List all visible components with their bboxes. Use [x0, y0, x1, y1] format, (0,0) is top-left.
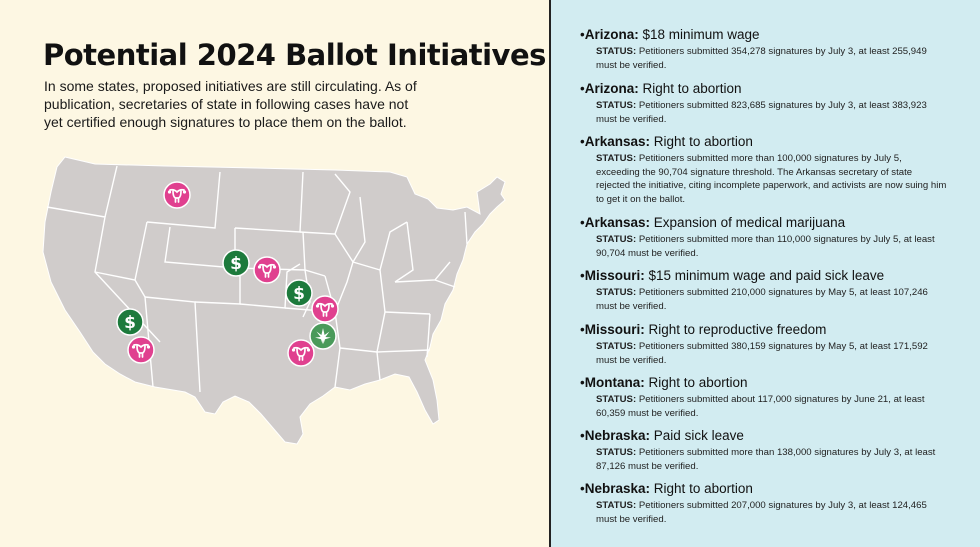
initiative-status: STATUS: Petitioners submitted 380,159 si… — [596, 340, 948, 367]
status-label: STATUS: — [596, 46, 637, 57]
initiative-entry-missouri-reproductive: •Missouri: Right to reproductive freedom… — [580, 322, 960, 367]
status-label: STATUS: — [596, 500, 637, 511]
status-text: Petitioners submitted 354,278 signatures… — [596, 46, 927, 71]
status-label: STATUS: — [596, 153, 637, 164]
status-label: STATUS: — [596, 287, 637, 298]
intro-text: In some states, proposed initiatives are… — [44, 78, 417, 130]
bullet: • — [580, 428, 585, 443]
status-text: Petitioners submitted 207,000 signatures… — [596, 500, 927, 525]
initiative-status: STATUS: Petitioners submitted 354,278 si… — [596, 45, 948, 72]
status-text: Petitioners submitted more than 110,000 … — [596, 234, 935, 259]
map-marker-missouri-abortion — [311, 295, 339, 323]
initiative-state: Arkansas: — [584, 134, 651, 149]
bullet: • — [580, 215, 585, 230]
initiative-entry-missouri-wage: •Missouri: $15 minimum wage and paid sic… — [580, 268, 960, 313]
map-marker-arkansas-abortion — [287, 339, 315, 367]
map-marker-missouri-wage — [285, 279, 313, 307]
bullet: • — [580, 134, 585, 149]
initiative-state: Arizona: — [584, 81, 639, 96]
initiative-heading: •Arizona: Right to abortion — [580, 81, 960, 97]
dollar-icon — [293, 284, 305, 303]
initiative-status: STATUS: Petitioners submitted about 117,… — [596, 393, 948, 420]
initiative-status: STATUS: Petitioners submitted more than … — [596, 233, 948, 260]
initiative-entry-montana-abortion: •Montana: Right to abortion STATUS: Peti… — [580, 375, 960, 420]
initiative-state: Montana: — [584, 375, 645, 390]
map-marker-arizona-wage — [116, 308, 144, 336]
initiative-heading: •Missouri: Right to reproductive freedom — [580, 322, 960, 338]
status-label: STATUS: — [596, 100, 637, 111]
page-title: Potential 2024 Ballot Initiatives — [43, 38, 546, 72]
initiative-status: STATUS: Petitioners submitted 207,000 si… — [596, 499, 948, 526]
initiative-state: Missouri: — [584, 268, 645, 283]
initiative-heading: •Montana: Right to abortion — [580, 375, 960, 391]
initiative-measure: Right to abortion — [648, 375, 748, 390]
status-text: Petitioners submitted more than 100,000 … — [596, 153, 947, 205]
initiative-measure: Right to abortion — [653, 481, 753, 496]
status-label: STATUS: — [596, 447, 637, 458]
map-marker-nebraska-abortion — [253, 256, 281, 284]
initiative-heading: •Arkansas: Right to abortion — [580, 134, 960, 150]
bullet: • — [580, 322, 585, 337]
initiative-status: STATUS: Petitioners submitted 823,685 si… — [596, 99, 948, 126]
map-marker-arizona-abortion — [127, 336, 155, 364]
initiatives-panel — [551, 0, 980, 547]
map-panel: Potential 2024 Ballot Initiatives In som… — [0, 0, 550, 547]
map-marker-nebraska-wage — [222, 249, 250, 277]
initiative-heading: •Arkansas: Expansion of medical marijuan… — [580, 215, 960, 231]
initiative-entry-nebraska-abortion: •Nebraska: Right to abortion STATUS: Pet… — [580, 481, 960, 526]
initiative-measure: $15 minimum wage and paid sick leave — [648, 268, 885, 283]
bullet: • — [580, 481, 585, 496]
status-text: Petitioners submitted more than 138,000 … — [596, 447, 936, 472]
initiative-status: STATUS: Petitioners submitted more than … — [596, 446, 948, 473]
initiative-entry-arkansas-marijuana: •Arkansas: Expansion of medical marijuan… — [580, 215, 960, 260]
initiative-measure: Right to abortion — [653, 134, 753, 149]
initiative-state: Missouri: — [584, 322, 645, 337]
dollar-icon — [124, 313, 136, 332]
status-label: STATUS: — [596, 394, 637, 405]
map-marker-montana-abortion — [163, 181, 191, 209]
panel-divider — [549, 0, 551, 547]
initiative-heading: •Arizona: $18 minimum wage — [580, 27, 960, 43]
initiative-state: Arizona: — [584, 27, 639, 42]
initiative-entry-arizona-wage: •Arizona: $18 minimum wage STATUS: Petit… — [580, 27, 960, 72]
status-label: STATUS: — [596, 234, 637, 245]
bullet: • — [580, 81, 585, 96]
initiative-measure: $18 minimum wage — [642, 27, 760, 42]
initiative-measure: Right to reproductive freedom — [648, 322, 827, 337]
us-land-shape — [42, 156, 506, 445]
initiative-state: Arkansas: — [584, 215, 651, 230]
us-map: $ — [42, 156, 506, 445]
initiative-measure: Paid sick leave — [653, 428, 744, 443]
initiative-measure: Right to abortion — [642, 81, 742, 96]
initiative-measure: Expansion of medical marijuana — [653, 215, 846, 230]
bullet: • — [580, 268, 585, 283]
status-text: Petitioners submitted 380,159 signatures… — [596, 341, 928, 366]
bullet: • — [580, 375, 585, 390]
initiative-status: STATUS: Petitioners submitted 210,000 si… — [596, 286, 948, 313]
initiative-heading: •Missouri: $15 minimum wage and paid sic… — [580, 268, 960, 284]
status-text: Petitioners submitted 210,000 signatures… — [596, 287, 928, 312]
bullet: • — [580, 27, 585, 42]
initiative-heading: •Nebraska: Paid sick leave — [580, 428, 960, 444]
initiative-state: Nebraska: — [584, 481, 651, 496]
initiative-entry-arkansas-abortion: •Arkansas: Right to abortion STATUS: Pet… — [580, 134, 960, 206]
status-text: Petitioners submitted 823,685 signatures… — [596, 100, 927, 125]
initiative-state: Nebraska: — [584, 428, 651, 443]
status-text: Petitioners submitted about 117,000 sign… — [596, 394, 925, 419]
initiative-heading: •Nebraska: Right to abortion — [580, 481, 960, 497]
status-label: STATUS: — [596, 341, 637, 352]
initiative-entry-nebraska-sick-leave: •Nebraska: Paid sick leave STATUS: Petit… — [580, 428, 960, 473]
dollar-icon — [230, 254, 242, 273]
map-marker-arkansas-marijuana — [309, 322, 337, 350]
initiative-entry-arizona-abortion: •Arizona: Right to abortion STATUS: Peti… — [580, 81, 960, 126]
initiative-status: STATUS: Petitioners submitted more than … — [596, 152, 948, 206]
